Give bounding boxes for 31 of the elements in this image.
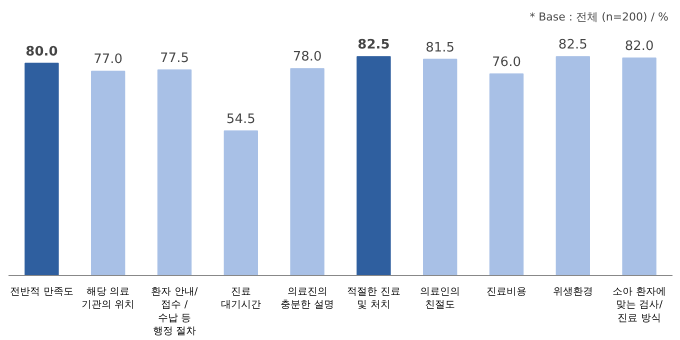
x-tick-label: 소아 환자에 맞는 검사/ 진료 방식 — [612, 286, 666, 324]
data-label: 77.5 — [160, 50, 189, 66]
text: * Base : 전체 (n=200) / % — [530, 10, 669, 24]
data-label: 82.0 — [624, 38, 654, 54]
bar — [356, 56, 391, 276]
bar — [290, 68, 324, 276]
data-label: 80.0 — [26, 44, 58, 60]
x-tick-label: 의료진의 충분한 설명 — [280, 286, 334, 311]
x-tick-label: 진료비용 — [486, 286, 526, 298]
data-label: 77.0 — [94, 52, 123, 68]
data-label: 81.5 — [426, 40, 455, 56]
x-tick-label: 해당 의료 기관의 위치 — [82, 286, 135, 311]
bar — [556, 56, 590, 276]
data-label: 76.0 — [492, 54, 521, 70]
bar — [489, 73, 524, 276]
bar — [224, 130, 258, 276]
x-tick-label: 위생환경 — [552, 286, 593, 298]
x-tick-label: 의료인의 친절도 — [420, 286, 460, 311]
bar — [622, 57, 656, 276]
bar — [91, 70, 126, 276]
x-tick-label: 적절한 진료 및 처치 — [347, 286, 400, 311]
data-label: 54.5 — [226, 112, 256, 127]
bar — [423, 58, 458, 276]
x-tick-label: 진료 대기시간 — [220, 286, 261, 311]
data-label: 78.0 — [292, 50, 322, 65]
data-label: 82.5 — [358, 38, 390, 53]
bar — [157, 69, 192, 276]
x-tick-label: 환자 안내/ 접수 / 수납 등 행정 절차 — [151, 286, 198, 338]
data-label: 82.5 — [558, 38, 588, 53]
bar — [24, 62, 59, 276]
x-tick-label: 전반적 만족도 — [10, 286, 74, 298]
